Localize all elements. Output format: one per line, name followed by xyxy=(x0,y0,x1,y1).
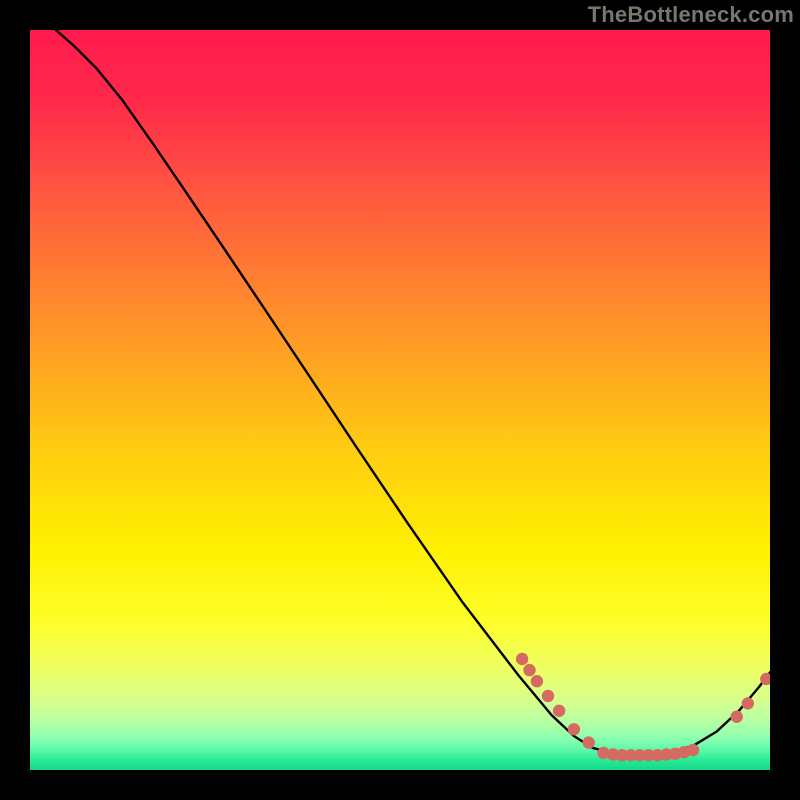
curve-marker xyxy=(583,736,595,748)
curve-marker xyxy=(542,690,554,702)
chart-plot-area xyxy=(30,30,770,770)
curve-marker-group xyxy=(516,653,770,762)
curve-marker xyxy=(553,705,565,717)
curve-marker xyxy=(531,675,543,687)
watermark-text: TheBottleneck.com xyxy=(588,2,794,28)
curve-marker xyxy=(523,664,535,676)
curve-marker xyxy=(742,697,754,709)
bottleneck-curve-line xyxy=(56,30,770,755)
chart-svg-overlay xyxy=(30,30,770,770)
curve-marker xyxy=(687,744,699,756)
curve-marker xyxy=(731,711,743,723)
curve-marker xyxy=(516,653,528,665)
curve-marker xyxy=(568,723,580,735)
